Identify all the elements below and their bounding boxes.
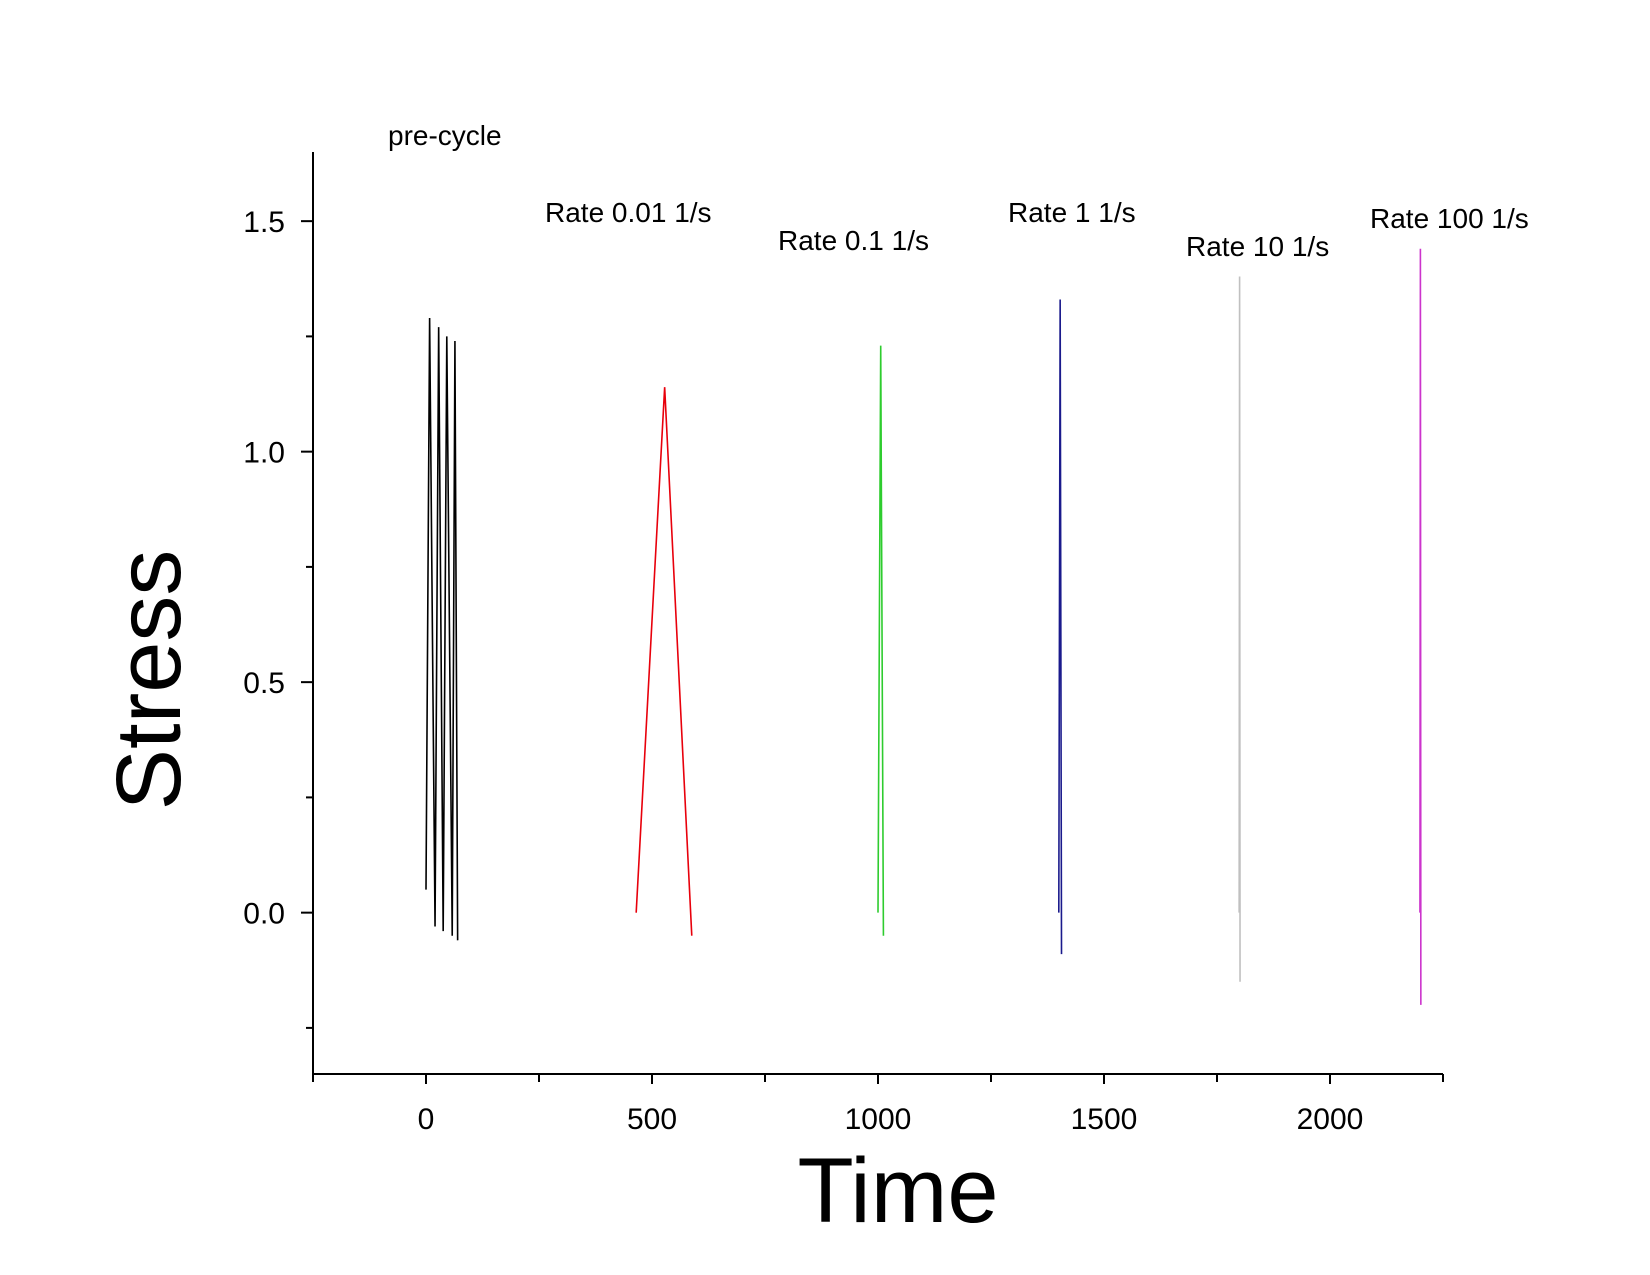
y-tick-label: 1.5 [243, 206, 285, 239]
series-line-4 [1058, 299, 1063, 955]
y-tick-label: 0.0 [243, 898, 285, 931]
y-tick-label: 1.0 [243, 437, 285, 470]
x-tick-label: 500 [627, 1103, 677, 1136]
series-line-3 [877, 345, 885, 936]
annotation-label: Rate 0.1 1/s [778, 225, 929, 256]
annotation-label: Rate 0.01 1/s [545, 197, 712, 228]
annotations: pre-cycle Rate 0.01 1/s Rate 0.1 1/s Rate 1… [388, 120, 1529, 262]
plot-area [425, 248, 1422, 1005]
y-axis-title: Stress [98, 550, 200, 811]
series-line-2 [635, 387, 693, 936]
annotation-label: Rate 100 1/s [1370, 203, 1529, 234]
annotation-label: Rate 1 1/s [1008, 197, 1136, 228]
axes [312, 152, 1443, 1075]
x-tick-label: 1000 [845, 1103, 912, 1136]
x-axis-title: Time [797, 1140, 998, 1242]
x-tick-label: 1500 [1071, 1103, 1138, 1136]
series-line-6 [1419, 248, 1422, 1005]
series-line-1 [425, 317, 459, 941]
annotation-label: pre-cycle [388, 120, 502, 151]
x-tick-label: 2000 [1297, 1103, 1364, 1136]
series-line-5 [1238, 276, 1241, 982]
x-tick-label: 0 [418, 1103, 435, 1136]
y-tick-label: 0.5 [243, 667, 285, 700]
ticks: 0 500 1000 1500 2000 0.0 0.5 1.0 1.5 [243, 206, 1444, 1136]
annotation-label: Rate 10 1/s [1186, 231, 1329, 262]
